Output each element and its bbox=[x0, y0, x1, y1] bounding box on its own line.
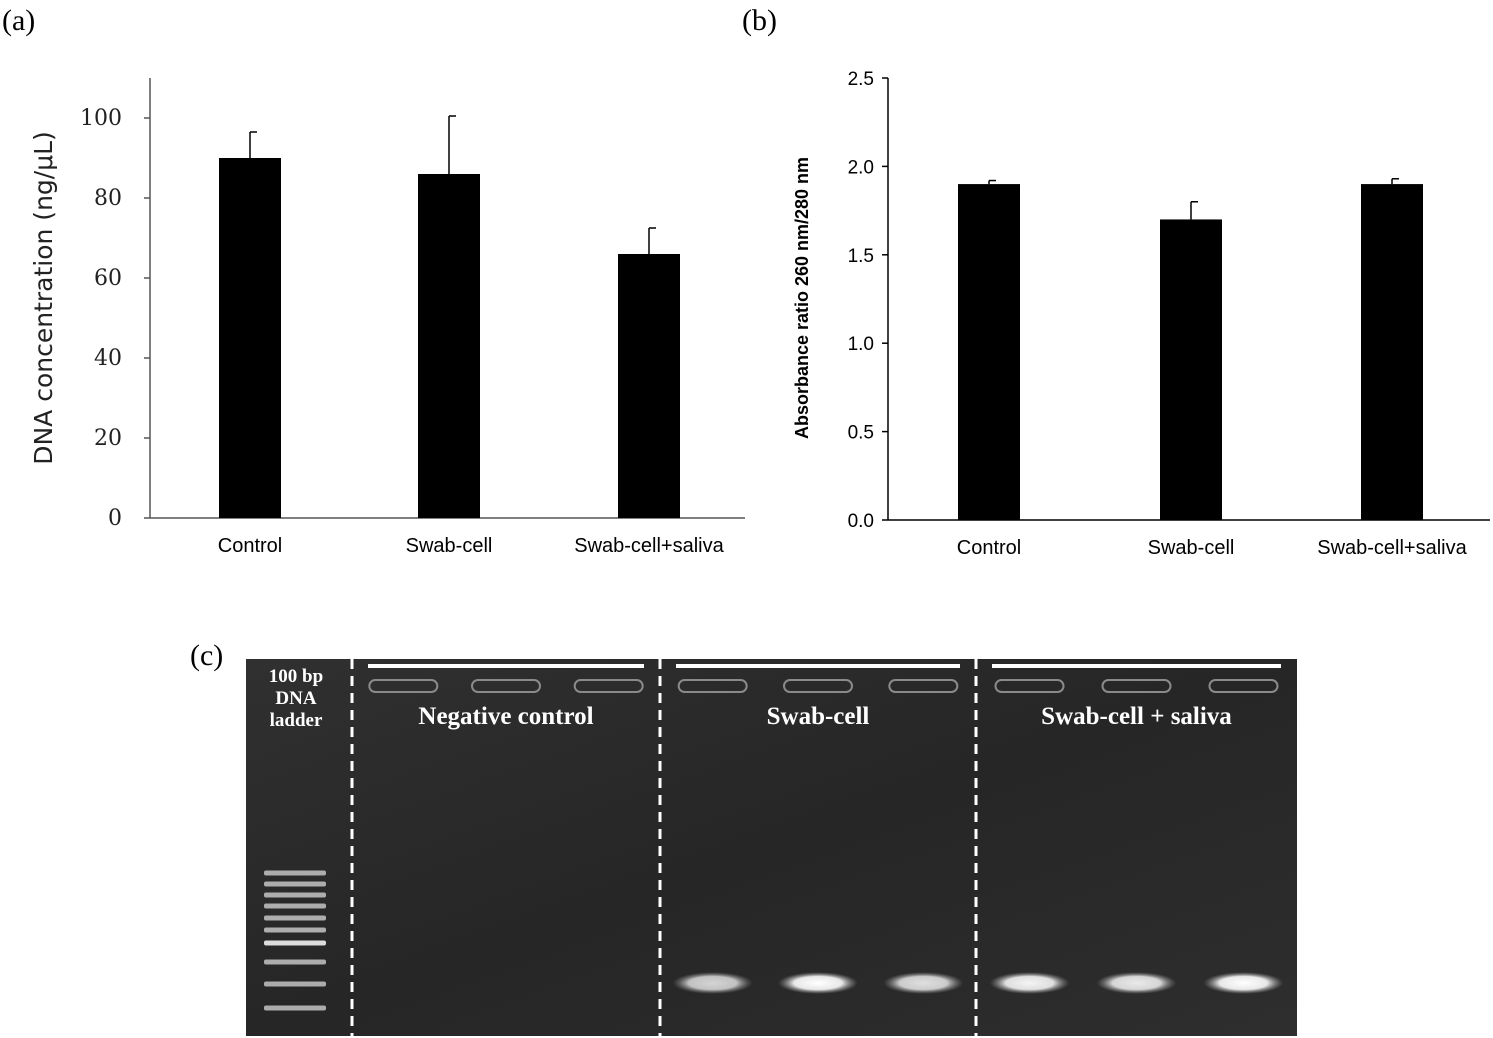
y-tick-label: 1.5 bbox=[848, 246, 874, 267]
ladder-band bbox=[264, 903, 326, 909]
group-label: Swab-cell bbox=[767, 703, 870, 730]
group-label: Swab-cell + saliva bbox=[1041, 703, 1232, 730]
dna-band bbox=[989, 972, 1070, 994]
ladder-label: DNA bbox=[275, 688, 316, 709]
ladder-band bbox=[264, 881, 326, 887]
ladder-band bbox=[264, 870, 326, 876]
y-axis-label-a: DNA concentration (ng/μL) bbox=[29, 131, 58, 465]
y-tick-label: 60 bbox=[94, 266, 122, 291]
ladder-band bbox=[264, 959, 326, 965]
y-tick-label: 0.5 bbox=[848, 423, 874, 444]
x-tick-label: Control bbox=[218, 535, 282, 557]
chart-b: (b) 0.0 0.5 1.0 1.5 2.0 2.5 Control Swab-cell S… bbox=[742, 4, 1490, 559]
group-label: Negative control bbox=[418, 703, 593, 730]
y-tick-label: 2.5 bbox=[848, 69, 874, 90]
bar bbox=[1160, 219, 1222, 520]
x-tick-label: Swab-cell+saliva bbox=[574, 535, 724, 557]
y-tick-label: 100 bbox=[80, 106, 122, 131]
bar bbox=[618, 254, 680, 518]
well bbox=[1101, 679, 1172, 693]
panel-label-a: (a) bbox=[2, 4, 35, 37]
y-tick-label: 2.0 bbox=[848, 157, 874, 178]
ladder-band bbox=[264, 892, 326, 898]
well bbox=[471, 679, 541, 693]
ladder-band bbox=[264, 940, 326, 946]
y-tick-label: 1.0 bbox=[848, 334, 874, 355]
well bbox=[1208, 679, 1279, 693]
y-tick-label: 20 bbox=[94, 426, 122, 451]
well bbox=[368, 679, 439, 693]
ladder-band bbox=[264, 981, 326, 987]
bar bbox=[219, 158, 281, 518]
x-tick-label: Swab-cell bbox=[406, 535, 493, 557]
ladder-band bbox=[264, 1005, 326, 1011]
ladder-band bbox=[264, 915, 326, 921]
ladder-label: ladder bbox=[270, 710, 323, 731]
bar bbox=[958, 184, 1020, 520]
dna-band bbox=[778, 972, 858, 994]
well bbox=[888, 679, 959, 693]
bar bbox=[418, 174, 480, 518]
dna-band bbox=[883, 972, 964, 994]
bar bbox=[1361, 184, 1423, 520]
well bbox=[573, 679, 644, 693]
panel-label-c: (c) bbox=[190, 639, 223, 672]
y-tick-label: 0.0 bbox=[848, 511, 874, 532]
dna-band bbox=[1096, 972, 1177, 994]
y-axis-label-b: Absorbance ratio 260 nm/280 nm bbox=[792, 157, 812, 439]
x-tick-label: Swab-cell bbox=[1148, 537, 1235, 559]
well bbox=[783, 679, 853, 693]
panel-label-b: (b) bbox=[742, 4, 777, 37]
well bbox=[994, 679, 1065, 693]
dna-band bbox=[1203, 972, 1284, 994]
x-tick-label: Control bbox=[957, 537, 1021, 559]
ladder-label: 100 bp bbox=[269, 666, 323, 687]
ladder-band bbox=[264, 927, 326, 933]
dna-band bbox=[672, 972, 753, 994]
y-tick-label: 0 bbox=[108, 506, 122, 531]
well bbox=[677, 679, 748, 693]
x-tick-label: Swab-cell+saliva bbox=[1317, 537, 1467, 559]
y-tick-label: 80 bbox=[94, 186, 122, 211]
y-tick-label: 40 bbox=[94, 346, 122, 371]
chart-a: (a) 0 20 40 60 80 100 Control Swab-cell Swab-ce… bbox=[2, 4, 745, 557]
